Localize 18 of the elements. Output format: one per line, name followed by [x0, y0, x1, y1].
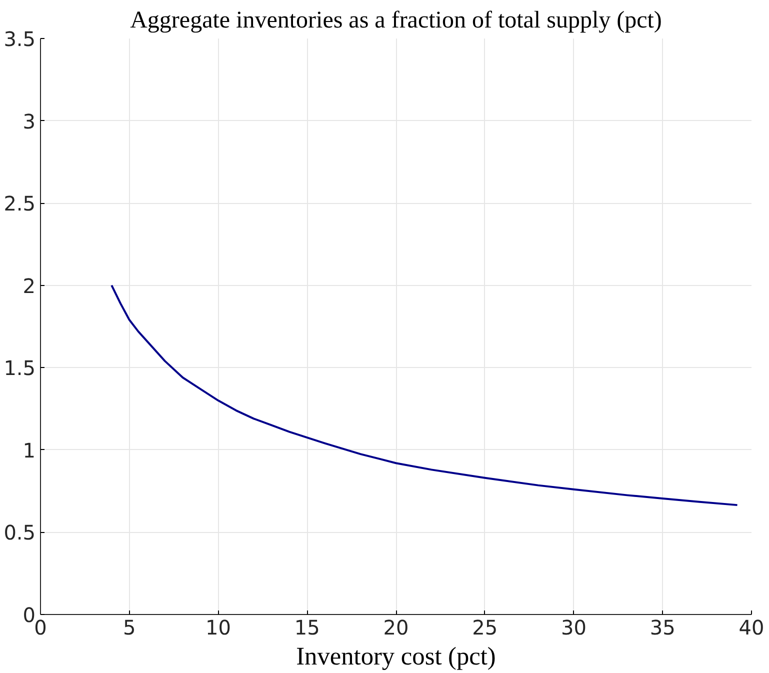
x-tick-label: 10	[206, 616, 231, 640]
x-tick-label: 25	[472, 616, 498, 640]
x-axis-title: Inventory cost (pct)	[296, 642, 496, 670]
line-series	[110, 284, 738, 506]
y-tick-label: 2	[22, 274, 36, 298]
x-tick-label: 5	[123, 616, 136, 640]
y-tick-label: 2.5	[4, 192, 36, 216]
x-tick-label: 30	[561, 616, 586, 640]
y-tick-label: 0.5	[4, 520, 36, 545]
y-tick-label: 3.5	[4, 27, 36, 51]
y-tick-label: 1.5	[4, 356, 36, 380]
y-tick-label: 1	[22, 438, 36, 462]
x-tick-label: 35	[650, 616, 676, 640]
x-tick-label: 40	[738, 616, 764, 640]
x-tick-label: 20	[383, 616, 409, 640]
chart-title: Aggregate inventories as a fraction of total supply (pct)	[130, 8, 662, 34]
x-tick-label: 15	[294, 616, 320, 640]
y-tick-label: 3	[22, 109, 36, 134]
